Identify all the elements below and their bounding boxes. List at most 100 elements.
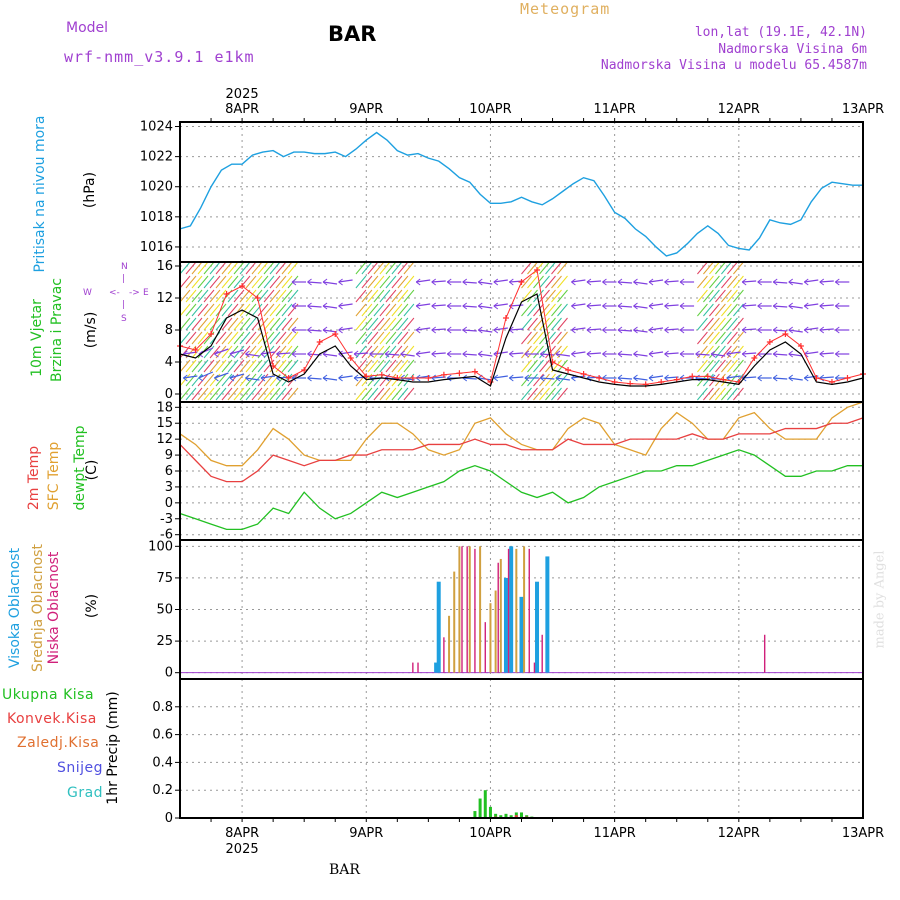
wind-hatch-stroke bbox=[545, 387, 556, 401]
wind-hatch-stroke bbox=[257, 275, 269, 289]
wind-hatch-stroke bbox=[263, 261, 275, 275]
wind-direction-arrow bbox=[617, 353, 633, 356]
wind-hatch-stroke bbox=[533, 373, 544, 387]
wind-hatch-stroke bbox=[361, 345, 373, 359]
wind-hatch-stroke bbox=[227, 303, 239, 317]
wind-hatch-stroke bbox=[715, 345, 726, 359]
wind-arrow-head bbox=[322, 278, 328, 286]
top-year-label: 2025 bbox=[226, 87, 259, 102]
wind-hatch-stroke bbox=[191, 275, 203, 289]
wind-hatch-stroke bbox=[557, 331, 568, 345]
wind-hatch-stroke bbox=[533, 303, 544, 317]
wind-direction-arrow bbox=[260, 375, 276, 379]
wind-hatch-stroke bbox=[551, 387, 562, 401]
wind-direction-arrow bbox=[742, 280, 757, 283]
wind-hatch-stroke bbox=[215, 387, 227, 401]
wind-hatch-stroke bbox=[697, 261, 708, 275]
wind-direction-arrow bbox=[804, 303, 819, 307]
wind-hatch-stroke bbox=[539, 359, 550, 373]
wind-direction-arrow bbox=[307, 329, 322, 332]
wind-hatch-stroke bbox=[245, 303, 257, 317]
wind-direction-arrow bbox=[493, 303, 508, 307]
wind-arrow-head bbox=[415, 350, 421, 358]
precip-ytick-label: 0.6 bbox=[152, 728, 173, 743]
mid-cloud-bar bbox=[458, 546, 461, 673]
wind-hatch-stroke bbox=[251, 289, 263, 303]
wind-arrow-head bbox=[586, 302, 592, 310]
wind-hatch-stroke bbox=[733, 289, 744, 303]
wind-hatch-stroke bbox=[251, 261, 263, 275]
wind-direction-arrow bbox=[540, 377, 555, 380]
wind-hatch-stroke bbox=[269, 387, 281, 401]
wind-hatch-stroke bbox=[727, 275, 738, 289]
precip-legend-convective: Konvek.Kisa bbox=[7, 711, 97, 727]
wind-hatch-stroke bbox=[709, 303, 720, 317]
wind-direction-arrow bbox=[586, 304, 601, 307]
wind-arrow-head bbox=[726, 350, 731, 358]
wind-direction-arrow bbox=[788, 281, 803, 285]
wind-hatch-stroke bbox=[263, 303, 275, 317]
wind-arrow-head bbox=[214, 350, 219, 358]
wind-arrow-head bbox=[633, 278, 638, 286]
wind-hatch-stroke bbox=[551, 289, 562, 303]
wind-hatch-stroke bbox=[545, 261, 556, 275]
wind-hatch-stroke bbox=[287, 317, 299, 331]
wind-arrow-head bbox=[260, 350, 266, 358]
wind-arrow-head bbox=[835, 302, 840, 310]
wind-hatch-stroke bbox=[385, 373, 397, 387]
wind-hatch-stroke bbox=[397, 359, 409, 373]
wind-hatch-stroke bbox=[403, 317, 415, 331]
wind-hatch-stroke bbox=[227, 275, 239, 289]
wind-hatch-stroke bbox=[703, 317, 714, 331]
wind-direction-arrow bbox=[338, 327, 353, 331]
temp-t2m-series bbox=[179, 417, 864, 483]
wind-hatch-stroke bbox=[221, 303, 233, 317]
wind-hatch-stroke bbox=[191, 317, 203, 331]
wind-hatch-stroke bbox=[203, 261, 215, 275]
temp-ytick-label: 6 bbox=[165, 464, 173, 479]
wind-direction-arrow bbox=[648, 303, 664, 307]
wind-hatch-stroke bbox=[245, 359, 257, 373]
wind-direction-arrow bbox=[788, 353, 803, 357]
wind-hatch-stroke bbox=[233, 387, 245, 401]
wind-direction-arrow bbox=[322, 305, 338, 309]
wind-hatch-stroke bbox=[221, 373, 233, 387]
wind-hatch-stroke bbox=[539, 317, 550, 331]
wind-direction-arrow bbox=[229, 373, 245, 379]
wind-ytick-label: 0 bbox=[165, 387, 173, 402]
wind-hatch-stroke bbox=[527, 275, 538, 289]
wind-hatch-stroke bbox=[527, 331, 538, 345]
wind-hatch-stroke bbox=[227, 359, 239, 373]
wind-direction-arrow bbox=[183, 375, 198, 379]
wind-hatch-stroke bbox=[715, 317, 726, 331]
wind-direction-arrow bbox=[773, 329, 788, 332]
wind-hatch-stroke bbox=[521, 373, 532, 387]
station-title: BAR bbox=[328, 22, 377, 46]
bottom-day-label: 13APR bbox=[842, 826, 884, 841]
wind-hatch-stroke bbox=[551, 303, 562, 317]
wind-hatch-stroke bbox=[185, 303, 197, 317]
low-cloud-bar bbox=[528, 548, 530, 673]
wind-hatch-stroke bbox=[721, 303, 732, 317]
wind-direction-arrow bbox=[478, 353, 493, 357]
wind-hatch-stroke bbox=[245, 261, 257, 275]
wind-direction-arrow bbox=[245, 377, 260, 381]
wind-hatch-stroke bbox=[281, 289, 293, 303]
wind-hatch-stroke bbox=[179, 359, 191, 373]
wind-hatch-stroke bbox=[221, 317, 233, 331]
mid-cloud-bar bbox=[479, 546, 482, 673]
wind-hatch-stroke bbox=[521, 359, 532, 373]
wind-hatch-stroke bbox=[397, 331, 409, 345]
low-cloud-bar bbox=[466, 546, 468, 673]
top-day-label: 11APR bbox=[593, 102, 635, 117]
wind-hatch-stroke bbox=[379, 289, 391, 303]
wind-hatch-stroke bbox=[557, 289, 568, 303]
wind-hatch-stroke bbox=[533, 289, 544, 303]
wind-arrow-head bbox=[524, 374, 530, 382]
wind-hatch-stroke bbox=[557, 317, 568, 331]
wind-hatch-stroke bbox=[527, 261, 538, 275]
wind-direction-arrow bbox=[664, 304, 679, 307]
wind-arrow-head bbox=[571, 350, 576, 358]
wind-hatch-stroke bbox=[551, 373, 562, 387]
wind-hatch-stroke bbox=[521, 331, 532, 345]
